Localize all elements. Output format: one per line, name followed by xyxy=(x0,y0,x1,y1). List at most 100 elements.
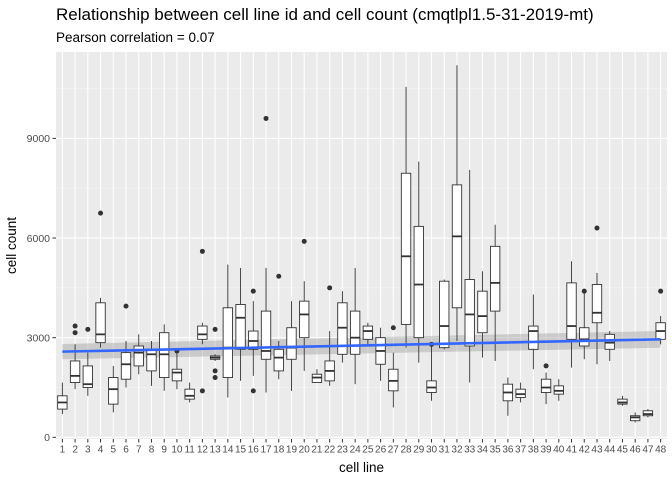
box-iqr xyxy=(69,360,81,383)
box-cell-line-16 xyxy=(248,288,259,394)
outlier-point xyxy=(199,388,205,394)
plot-panel xyxy=(56,52,667,439)
box-iqr xyxy=(273,348,284,372)
box-iqr xyxy=(120,352,132,380)
box-cell-line-34 xyxy=(477,271,488,358)
box-cell-line-13 xyxy=(209,326,221,381)
box-cell-line-42 xyxy=(579,288,590,360)
x-tick-label: 29 xyxy=(413,445,425,456)
box-cell-line-26 xyxy=(375,327,386,381)
x-tick-label: 5 xyxy=(111,445,117,456)
x-tick-label: 33 xyxy=(464,445,476,456)
box-cell-line-9 xyxy=(159,324,170,391)
x-tick-label: 8 xyxy=(149,445,155,456)
x-tick-label: 41 xyxy=(566,445,578,456)
x-tick-label: 37 xyxy=(515,445,527,456)
box-iqr xyxy=(439,280,450,349)
y-tick-label: 0 xyxy=(44,432,50,444)
box-iqr xyxy=(349,310,361,355)
box-iqr xyxy=(400,172,412,325)
box-cell-line-38 xyxy=(528,294,539,370)
box-cell-line-37 xyxy=(515,382,526,403)
box-cell-line-47 xyxy=(642,409,654,418)
x-tick-label: 17 xyxy=(260,445,272,456)
x-tick-label: 13 xyxy=(210,445,222,456)
x-tick-label: 38 xyxy=(528,445,540,456)
box-cell-line-32 xyxy=(451,65,463,342)
x-tick-label: 20 xyxy=(299,445,311,456)
x-tick-label: 34 xyxy=(477,445,489,456)
box-iqr xyxy=(477,290,488,334)
box-cell-line-18 xyxy=(273,273,284,380)
box-cell-line-20 xyxy=(299,238,310,371)
chart-title: Relationship between cell line id and ce… xyxy=(56,5,594,24)
box-iqr xyxy=(235,304,246,350)
box-cell-line-4 xyxy=(95,210,106,348)
box-cell-line-43 xyxy=(591,225,603,365)
box-iqr xyxy=(528,325,539,350)
x-tick-label: 25 xyxy=(362,445,374,456)
x-tick-label: 22 xyxy=(324,445,336,456)
outlier-point xyxy=(327,285,333,291)
outlier-point xyxy=(250,288,256,294)
x-tick-label: 35 xyxy=(490,445,502,456)
box-cell-line-15 xyxy=(235,267,246,381)
box-iqr xyxy=(171,368,183,382)
box-cell-line-30 xyxy=(426,341,437,401)
y-axis-title: cell count xyxy=(4,217,19,274)
outlier-point xyxy=(212,326,218,332)
box-cell-line-17 xyxy=(260,115,272,393)
box-cell-line-31 xyxy=(439,279,450,350)
box-cell-line-29 xyxy=(413,161,424,363)
box-iqr xyxy=(286,327,297,360)
x-tick-label: 19 xyxy=(286,445,298,456)
x-tick-label: 2 xyxy=(72,445,78,456)
box-layer xyxy=(57,65,666,423)
y-tick-label: 9000 xyxy=(27,133,51,145)
x-tick-label: 10 xyxy=(171,445,183,456)
box-cell-line-11 xyxy=(184,382,195,403)
box-iqr xyxy=(299,300,310,339)
box-iqr xyxy=(184,388,195,400)
box-cell-line-1 xyxy=(57,382,68,415)
box-cell-line-27 xyxy=(388,325,399,408)
box-iqr xyxy=(362,325,374,340)
outlier-point xyxy=(390,325,396,331)
trend-line xyxy=(62,338,661,353)
box-cell-line-7 xyxy=(133,334,144,375)
x-tick-label: 46 xyxy=(630,445,642,456)
outlier-point xyxy=(301,238,307,244)
box-iqr xyxy=(464,279,475,347)
x-tick-label: 23 xyxy=(337,445,349,456)
y-axis: 0 3000 6000 9000 xyxy=(27,133,56,444)
box-iqr xyxy=(566,282,577,340)
box-iqr xyxy=(579,327,590,347)
outlier-point xyxy=(543,363,549,369)
x-tick-label: 14 xyxy=(222,445,234,456)
box-cell-line-41 xyxy=(566,261,577,368)
x-tick-label: 18 xyxy=(273,445,285,456)
box-cell-line-35 xyxy=(489,224,501,361)
box-cell-line-25 xyxy=(362,322,374,345)
box-iqr xyxy=(413,225,424,339)
box-cell-line-21 xyxy=(311,369,323,383)
box-iqr xyxy=(451,184,463,309)
x-tick-label: 11 xyxy=(184,445,195,456)
x-tick-label: 42 xyxy=(579,445,591,456)
x-tick-label: 7 xyxy=(136,445,142,456)
y-tick-label: 3000 xyxy=(27,332,51,344)
outlier-point xyxy=(212,375,218,381)
box-cell-line-44 xyxy=(604,331,615,361)
box-cell-line-3 xyxy=(82,326,93,396)
box-iqr xyxy=(197,325,208,340)
box-cell-line-6 xyxy=(120,303,132,388)
outlier-point xyxy=(199,248,205,254)
box-cell-line-46 xyxy=(630,412,641,423)
box-cell-line-40 xyxy=(553,379,564,401)
box-iqr xyxy=(146,348,157,372)
box-cell-line-23 xyxy=(337,291,348,363)
outlier-point xyxy=(72,323,78,329)
box-iqr xyxy=(222,307,234,378)
outlier-point xyxy=(263,115,269,121)
